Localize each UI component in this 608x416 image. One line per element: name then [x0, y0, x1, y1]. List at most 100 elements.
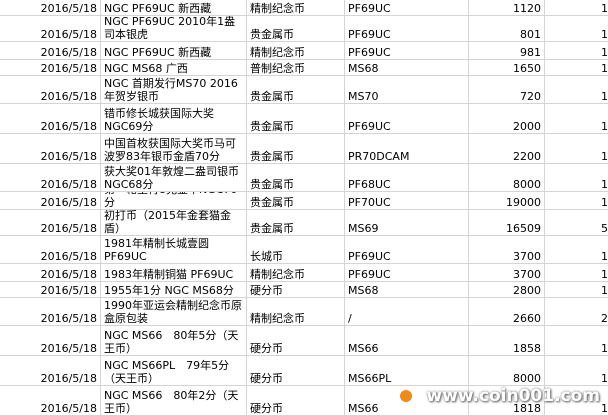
grade-cell: PF69UC — [345, 236, 469, 264]
grade-cell: MS66 — [345, 326, 469, 356]
price-cell: 720 — [469, 76, 545, 104]
name-cell: NGC PF69UC 新西藏 — [101, 0, 247, 16]
category-cell: 精制纪念币 — [247, 264, 345, 282]
grade-cell: / — [345, 298, 469, 326]
name-cell: NGC 首期发行MS70 2016年贺岁银币 — [101, 76, 247, 104]
category-cell: 贵金属币 — [247, 134, 345, 164]
grade-cell: MS69 — [345, 210, 469, 236]
name-cell: 获大奖01年敦煌二盎司银币NGC68分 — [101, 164, 247, 192]
date-cell: 2016/5/18 — [0, 282, 101, 298]
qty-cell: 1 — [545, 282, 608, 298]
grade-cell: MS68 — [345, 60, 469, 76]
qty-cell: 1 — [545, 192, 608, 210]
qty-cell: 1 — [545, 104, 608, 134]
name-cell: 第一轮生肖8克金牛NGC70分 — [101, 192, 247, 210]
qty-cell: 5 — [545, 210, 608, 236]
price-cell: 2000 — [469, 104, 545, 134]
category-cell: 贵金属币 — [247, 210, 345, 236]
date-cell: 2016/5/18 — [0, 60, 101, 76]
date-cell: 2016/5/18 — [0, 236, 101, 264]
date-cell: 2016/5/18 — [0, 16, 101, 42]
name-cell: 初打币（2015年金套猫金盾） — [101, 210, 247, 236]
category-cell: 硬分币 — [247, 282, 345, 298]
price-cell: 2200 — [469, 134, 545, 164]
price-cell: 8000 — [469, 356, 545, 386]
price-cell: 1858 — [469, 326, 545, 356]
category-cell: 硬分币 — [247, 356, 345, 386]
category-cell: 贵金属币 — [247, 104, 345, 134]
qty-cell: 2 — [545, 298, 608, 326]
price-cell: 2660 — [469, 298, 545, 326]
name-cell: 1983年精制铜猫 PF69UC — [101, 264, 247, 282]
category-cell: 贵金属币 — [247, 16, 345, 42]
category-cell: 硬分币 — [247, 386, 345, 416]
date-cell: 2016/5/18 — [0, 104, 101, 134]
date-cell: 2016/5/18 — [0, 42, 101, 60]
name-cell: NGC MS66 80年2分（天王币） — [101, 386, 247, 416]
category-cell: 贵金属币 — [247, 164, 345, 192]
date-cell: 2016/5/18 — [0, 164, 101, 192]
watermark: www.coin001.com — [426, 386, 600, 406]
date-cell: 2016/5/18 — [0, 356, 101, 386]
watermark-dot — [400, 390, 412, 402]
name-cell: NGC MS66PL 79年5分（天王币） — [101, 356, 247, 386]
date-cell: 2016/5/18 — [0, 326, 101, 356]
date-cell: 2016/5/18 — [0, 0, 101, 16]
grade-cell: MS66PL — [345, 356, 469, 386]
grade-cell: PF69UC — [345, 0, 469, 16]
date-cell: 2016/5/18 — [0, 264, 101, 282]
price-cell: 1650 — [469, 60, 545, 76]
category-cell: 贵金属币 — [247, 192, 345, 210]
grade-cell: MS70 — [345, 76, 469, 104]
category-cell: 精制纪念币 — [247, 42, 345, 60]
price-cell: 3700 — [469, 236, 545, 264]
qty-cell: 1 — [545, 60, 608, 76]
name-cell: 1955年1分 NGC MS68分 — [101, 282, 247, 298]
date-cell: 2016/5/18 — [0, 134, 101, 164]
price-cell: 981 — [469, 42, 545, 60]
name-cell: 错币修长城获国际大奖NGC69分 — [101, 104, 247, 134]
grade-cell: PF69UC — [345, 16, 469, 42]
grade-cell: PF68UC — [345, 164, 469, 192]
qty-cell: 1 — [545, 236, 608, 264]
price-cell: 801 — [469, 16, 545, 42]
name-cell: NGC MS68 广西 — [101, 60, 247, 76]
qty-cell: 1 — [545, 164, 608, 192]
category-cell: 贵金属币 — [247, 76, 345, 104]
name-cell: 中国首枚获国际大奖币马可波罗83年银币金盾70分 — [101, 134, 247, 164]
date-cell: 2016/5/18 — [0, 298, 101, 326]
date-cell: 2016/5/18 — [0, 386, 101, 416]
grade-cell: MS68 — [345, 282, 469, 298]
price-cell: 2800 — [469, 282, 545, 298]
qty-cell: 1 — [545, 264, 608, 282]
qty-cell: 1 — [545, 356, 608, 386]
date-cell: 2016/5/18 — [0, 192, 101, 210]
grade-cell: PF69UC — [345, 264, 469, 282]
name-cell: NGC PF69UC 2010年1盎司本银虎 — [101, 16, 247, 42]
qty-cell: 1 — [545, 42, 608, 60]
category-cell: 长城币 — [247, 236, 345, 264]
grade-cell: PF69UC — [345, 104, 469, 134]
qty-cell: 1 — [545, 0, 608, 16]
price-cell: 3700 — [469, 264, 545, 282]
qty-cell: 1 — [545, 16, 608, 42]
grade-cell: PF70UC — [345, 192, 469, 210]
grade-cell: PF69UC — [345, 42, 469, 60]
category-cell: 硬分币 — [247, 326, 345, 356]
name-cell: NGC MS66 80年5分（天王币） — [101, 326, 247, 356]
name-cell: NGC PF69UC 新西藏 — [101, 42, 247, 60]
category-cell: 普制纪念币 — [247, 60, 345, 76]
name-cell: 1990年亚运会精制纪念币原盒原包装 — [101, 298, 247, 326]
price-cell: 16509 — [469, 210, 545, 236]
category-cell: 精制纪念币 — [247, 298, 345, 326]
grade-cell: PR70DCAM — [345, 134, 469, 164]
category-cell: 精制纪念币 — [247, 0, 345, 16]
price-cell: 19000 — [469, 192, 545, 210]
qty-cell: 1 — [545, 134, 608, 164]
qty-cell: 1 — [545, 326, 608, 356]
price-cell: 1120 — [469, 0, 545, 16]
date-cell: 2016/5/18 — [0, 76, 101, 104]
name-cell: 1981年精制长城壹圆PF69UC — [101, 236, 247, 264]
qty-cell: 1 — [545, 76, 608, 104]
